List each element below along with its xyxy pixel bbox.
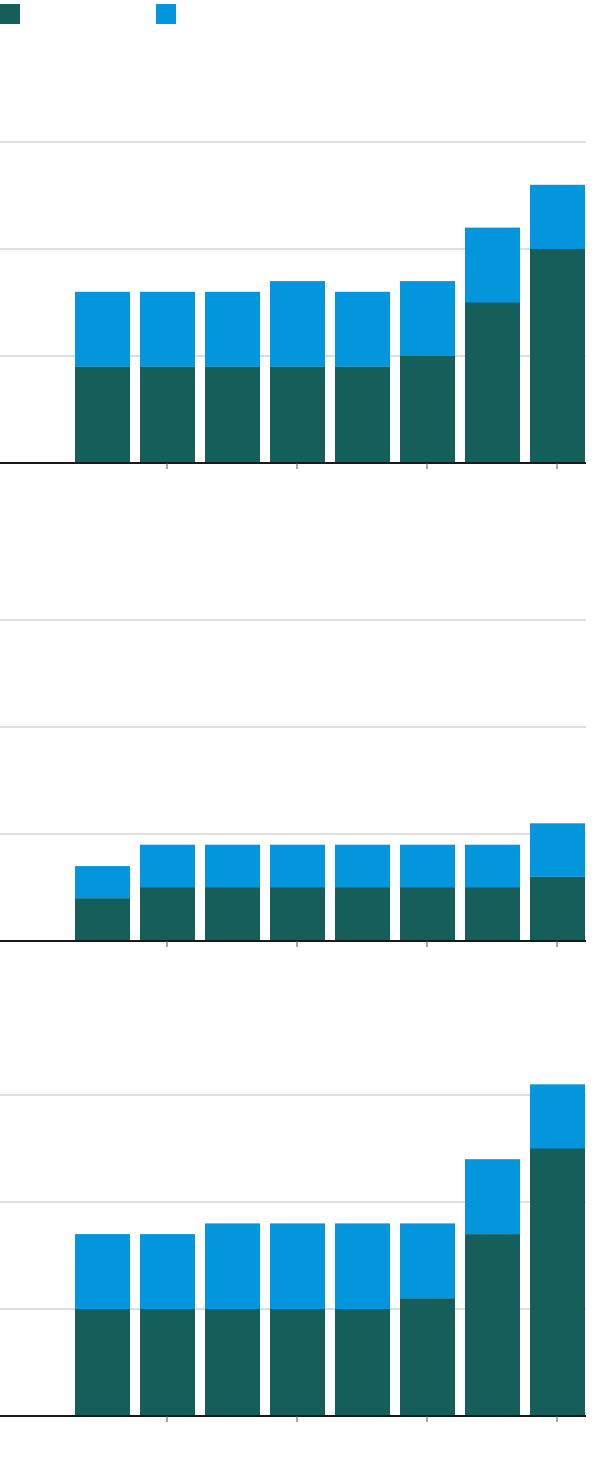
bar-series-2 (140, 291, 195, 367)
bar-series-1 (400, 356, 455, 463)
bar-series-1 (465, 302, 520, 463)
bar-series-1 (530, 876, 585, 941)
bar-series-1 (465, 1234, 520, 1416)
bar-series-2 (400, 1223, 455, 1299)
bar-series-1 (140, 366, 195, 463)
chart-panel-2 (0, 619, 586, 947)
bar-series-1 (75, 366, 130, 463)
bar-series-1 (140, 887, 195, 941)
bar-series-2 (270, 281, 325, 367)
bar-series-2 (205, 1223, 260, 1309)
bar-series-1 (205, 887, 260, 941)
bar-series-2 (530, 823, 585, 877)
bar-series-2 (530, 1084, 585, 1149)
bar-series-2 (465, 844, 520, 888)
bar-series-2 (270, 1223, 325, 1309)
bar-series-2 (205, 291, 260, 367)
bar-series-2 (335, 844, 390, 888)
bar-series-1 (270, 887, 325, 941)
bar-series-2 (270, 844, 325, 888)
bar-series-2 (400, 844, 455, 888)
bar-series-2 (400, 281, 455, 356)
chart-panel-1 (0, 141, 586, 469)
chart-panel-3 (0, 1084, 586, 1422)
bar-series-1 (335, 366, 390, 463)
legend-swatch-series-2 (156, 4, 176, 24)
bar-series-2 (75, 291, 130, 367)
bar-series-1 (205, 1309, 260, 1416)
bar-series-1 (400, 1298, 455, 1416)
bar-series-1 (205, 366, 260, 463)
bar-series-1 (75, 898, 130, 941)
bar-series-2 (465, 1159, 520, 1235)
bar-series-2 (75, 1234, 130, 1309)
bar-series-1 (270, 366, 325, 463)
bar-series-1 (465, 887, 520, 941)
bar-series-1 (530, 249, 585, 463)
bar-series-1 (270, 1309, 325, 1416)
bar-series-2 (75, 866, 130, 899)
bar-series-2 (335, 291, 390, 367)
bar-series-1 (530, 1148, 585, 1416)
legend-swatch-series-1 (0, 4, 20, 24)
bar-series-1 (140, 1309, 195, 1416)
bar-series-2 (530, 184, 585, 249)
bar-series-1 (400, 887, 455, 941)
bar-series-2 (140, 844, 195, 888)
bar-series-1 (335, 887, 390, 941)
bar-series-2 (205, 844, 260, 888)
bar-series-1 (335, 1309, 390, 1416)
bar-series-2 (335, 1223, 390, 1309)
bar-series-1 (75, 1309, 130, 1416)
bar-series-2 (465, 227, 520, 303)
bar-series-2 (140, 1234, 195, 1309)
